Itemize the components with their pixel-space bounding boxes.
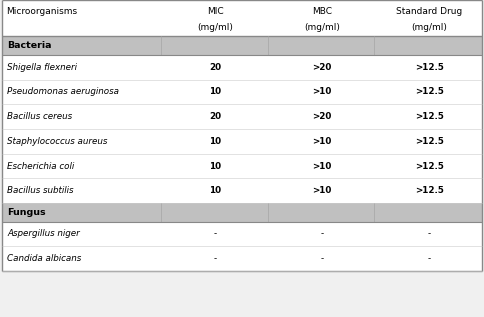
Text: Bacillus subtilis: Bacillus subtilis (7, 186, 74, 195)
Text: MBC: MBC (312, 7, 332, 16)
Bar (2, 154, 482, 178)
Text: 20: 20 (209, 63, 222, 72)
Text: 10: 10 (209, 186, 222, 195)
Text: >12.5: >12.5 (415, 63, 444, 72)
Text: >10: >10 (312, 87, 332, 96)
Text: Aspergillus niger: Aspergillus niger (7, 230, 80, 238)
Bar (2, 80, 482, 104)
Text: -: - (320, 230, 323, 238)
Text: >12.5: >12.5 (415, 137, 444, 146)
Text: -: - (320, 254, 323, 263)
Text: >12.5: >12.5 (415, 162, 444, 171)
Text: >10: >10 (312, 162, 332, 171)
Text: Bacteria: Bacteria (7, 41, 52, 50)
Text: >12.5: >12.5 (415, 112, 444, 121)
Text: Microorganisms: Microorganisms (6, 7, 77, 16)
Bar (2, 0, 482, 271)
Bar (2, 104, 482, 129)
Text: Staphylococcus aureus: Staphylococcus aureus (7, 137, 107, 146)
Text: >20: >20 (312, 63, 332, 72)
Text: Shigella flexneri: Shigella flexneri (7, 63, 77, 72)
Text: 10: 10 (209, 87, 222, 96)
Text: (mg/ml): (mg/ml) (197, 23, 233, 32)
Bar (2, 129, 482, 154)
Bar (2, 178, 482, 203)
Bar (2, 55, 482, 80)
Bar (2, 36, 482, 55)
Bar (2, 246, 482, 271)
Text: >12.5: >12.5 (415, 87, 444, 96)
Text: >10: >10 (312, 137, 332, 146)
Text: -: - (428, 254, 431, 263)
Text: >10: >10 (312, 186, 332, 195)
Text: Escherichia coli: Escherichia coli (7, 162, 75, 171)
Text: Candida albicans: Candida albicans (7, 254, 81, 263)
Text: >12.5: >12.5 (415, 186, 444, 195)
Text: Bacillus cereus: Bacillus cereus (7, 112, 73, 121)
Text: >20: >20 (312, 112, 332, 121)
Text: MIC: MIC (207, 7, 224, 16)
Bar (2, 222, 482, 246)
Bar (2, 203, 482, 222)
Text: (mg/ml): (mg/ml) (304, 23, 340, 32)
Text: 10: 10 (209, 137, 222, 146)
Text: Fungus: Fungus (7, 208, 46, 217)
Text: 10: 10 (209, 162, 222, 171)
Bar (2, 0, 482, 36)
Text: -: - (214, 230, 217, 238)
Text: 20: 20 (209, 112, 222, 121)
Text: Pseudomonas aeruginosa: Pseudomonas aeruginosa (7, 87, 119, 96)
Text: -: - (214, 254, 217, 263)
Text: -: - (428, 230, 431, 238)
Text: Standard Drug: Standard Drug (396, 7, 463, 16)
Text: (mg/ml): (mg/ml) (411, 23, 448, 32)
